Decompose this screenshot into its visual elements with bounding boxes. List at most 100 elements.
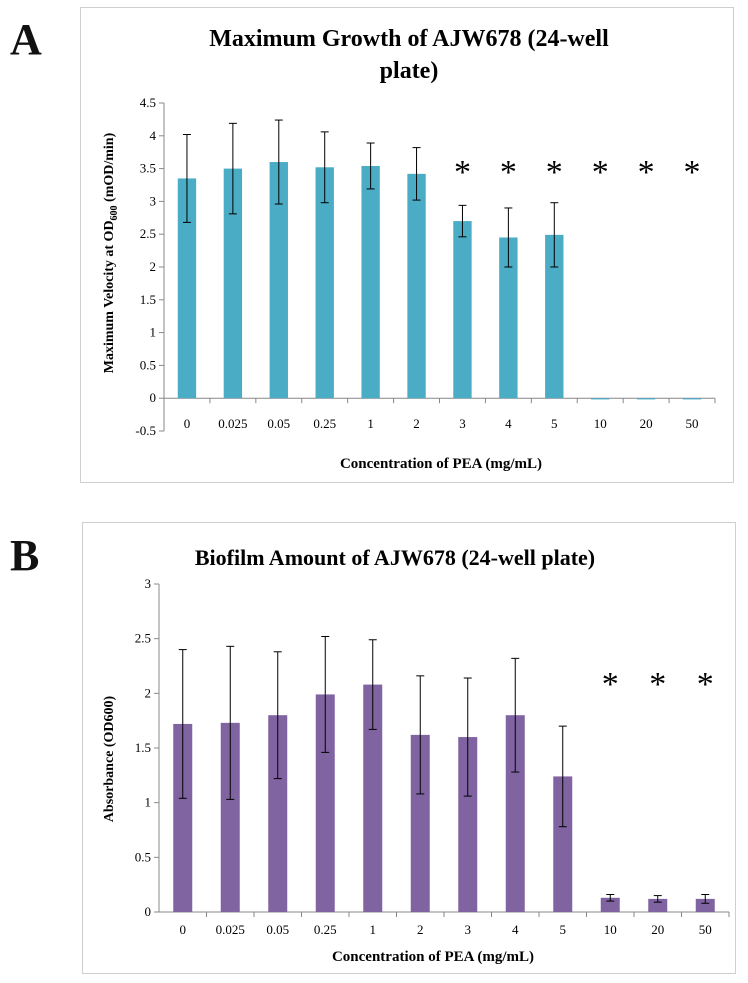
- chart-a-significance-star: *: [592, 154, 609, 191]
- chart-a-bar: [177, 178, 197, 399]
- chart-b-error-bar: [701, 894, 710, 904]
- chart-b-x-tick-label: 4: [512, 922, 519, 937]
- chart-b-error-bar: [463, 677, 472, 797]
- panel-label-b: B: [10, 531, 40, 580]
- chart-b-significance-star: *: [602, 666, 619, 703]
- chart-a-significance-star: *: [546, 154, 563, 191]
- chart-a-x-tick-label: 1: [367, 416, 374, 431]
- chart-a-error-bar: [228, 122, 237, 215]
- chart-b-error-bar: [226, 645, 235, 800]
- chart-b-bar: [220, 722, 240, 912]
- chart-a-y-tick-label: 2.5: [140, 226, 156, 241]
- chart-a-y-tick-label: 0: [150, 390, 157, 405]
- chart-a-significance-star: *: [638, 154, 655, 191]
- chart-b-error-bar: [653, 895, 662, 903]
- chart-b-error-bar: [416, 675, 425, 795]
- chart-a-title-line2: plate): [380, 58, 439, 84]
- chart-b-bar: [173, 723, 193, 912]
- chart-a-y-tick-label: 1.5: [140, 292, 156, 307]
- chart-b-error-bar: [321, 635, 330, 753]
- chart-b-y-tick-label: 1: [145, 795, 152, 810]
- chart-a-error-bar: [412, 147, 421, 201]
- chart-b-y-tick-label: 2: [145, 685, 152, 700]
- chart-a-error-bar: [320, 131, 329, 204]
- chart-b-ylabel: Absorbance (OD600): [102, 695, 117, 822]
- chart-a-y-tick-label: -0.5: [135, 423, 156, 438]
- chart-b-error-bar: [511, 657, 520, 773]
- chart-a-significance-star: *: [454, 154, 471, 191]
- chart-a-bar: [591, 398, 610, 400]
- chart-b-x-tick-label: 20: [651, 922, 664, 937]
- chart-b-title: Biofilm Amount of AJW678 (24-well plate): [195, 545, 595, 570]
- chart-b-error-bar: [558, 725, 567, 828]
- chart-b-error-bar: [606, 894, 615, 902]
- chart-a-bar: [499, 237, 518, 399]
- chart-b-significance-star: *: [697, 666, 714, 703]
- chart-b-y-tick-label: 3: [145, 576, 152, 591]
- chart-b-xlabel: Concentration of PEA (mg/mL): [332, 949, 534, 965]
- chart-b-x-tick-label: 10: [604, 922, 617, 937]
- chart-a-x-tick-label: 0.25: [313, 416, 336, 431]
- chart-a-y-tick-label: 3: [150, 193, 157, 208]
- chart-a-x-tick-label: 3: [459, 416, 466, 431]
- chart-a-x-tick-label: 0: [184, 416, 191, 431]
- chart-a-error-bar: [182, 133, 191, 223]
- chart-a-bar: [315, 167, 334, 399]
- chart-a-xlabel: Concentration of PEA (mg/mL): [340, 456, 542, 472]
- chart-b-x-tick-label: 2: [417, 922, 424, 937]
- chart-b-x-tick-label: 50: [699, 922, 712, 937]
- chart-b-significance-star: *: [649, 666, 666, 703]
- chart-a-x-tick-label: 2: [413, 416, 420, 431]
- chart-a-bar: [636, 398, 656, 400]
- chart-a-x-tick-label: 10: [594, 416, 607, 431]
- chart-b-x-tick-label: 3: [465, 922, 472, 937]
- chart-b-y-tick-label: 0: [145, 904, 152, 919]
- chart-b-y-tick-label: 0.5: [135, 849, 151, 864]
- chart-a-frame: Maximum Growth of AJW678 (24-well plate)…: [80, 7, 734, 483]
- chart-a-x-tick-label: 5: [551, 416, 558, 431]
- chart-b-bar: [600, 897, 620, 912]
- panel-label-a: A: [10, 15, 42, 64]
- chart-a: Maximum Growth of AJW678 (24-well plate)…: [102, 26, 716, 472]
- chart-a-error-bar: [274, 119, 283, 205]
- chart-b-bar: [553, 776, 573, 912]
- chart-a-error-bar: [550, 202, 559, 268]
- chart-a-y-tick-label: 3.5: [140, 161, 156, 176]
- chart-b-bar: [648, 898, 668, 912]
- chart-b-bar: [315, 694, 335, 912]
- chart-a-y-tick-label: 1: [150, 325, 157, 340]
- chart-a-x-tick-label: 50: [686, 416, 699, 431]
- chart-a-y-tick-label: 2: [150, 259, 157, 274]
- chart-a-title-line1: Maximum Growth of AJW678 (24-well: [209, 26, 609, 52]
- chart-b-x-tick-label: 0.05: [266, 922, 289, 937]
- chart-b-x-tick-label: 1: [370, 922, 377, 937]
- chart-b-bar: [410, 734, 430, 912]
- chart-a-bar: [361, 165, 380, 399]
- chart-a-bar: [453, 221, 472, 399]
- chart-b: Biofilm Amount of AJW678 (24-well plate)…: [102, 545, 730, 965]
- chart-a-error-bar: [366, 142, 375, 190]
- chart-a-x-tick-label: 4: [505, 416, 512, 431]
- chart-a-x-tick-label: 0.05: [267, 416, 290, 431]
- chart-a-ylabel: Maximum Velocity at OD600 (mOD/min): [102, 132, 120, 373]
- chart-b-x-tick-label: 0: [180, 922, 187, 937]
- chart-b-x-tick-label: 5: [560, 922, 567, 937]
- chart-a-bar: [682, 398, 702, 400]
- chart-b-error-bar: [368, 639, 377, 730]
- chart-b-bar: [363, 684, 383, 912]
- chart-a-x-tick-label: 0.025: [218, 416, 247, 431]
- chart-a-significance-star: *: [684, 154, 701, 191]
- chart-a-x-tick-label: 20: [640, 416, 653, 431]
- chart-b-y-tick-label: 1.5: [135, 740, 151, 755]
- chart-b-bar: [505, 715, 525, 912]
- chart-b-bar: [458, 737, 478, 912]
- chart-b-frame: Biofilm Amount of AJW678 (24-well plate)…: [82, 522, 736, 974]
- chart-a-bar: [545, 234, 564, 399]
- chart-a-bar: [269, 162, 288, 399]
- chart-a-y-tick-label: 4: [150, 128, 157, 143]
- chart-b-y-tick-label: 2.5: [135, 631, 151, 646]
- chart-b-x-tick-label: 0.25: [314, 922, 337, 937]
- chart-a-bar: [223, 168, 243, 399]
- chart-b-bar: [268, 715, 288, 912]
- chart-a-y-tick-label: 4.5: [140, 95, 156, 110]
